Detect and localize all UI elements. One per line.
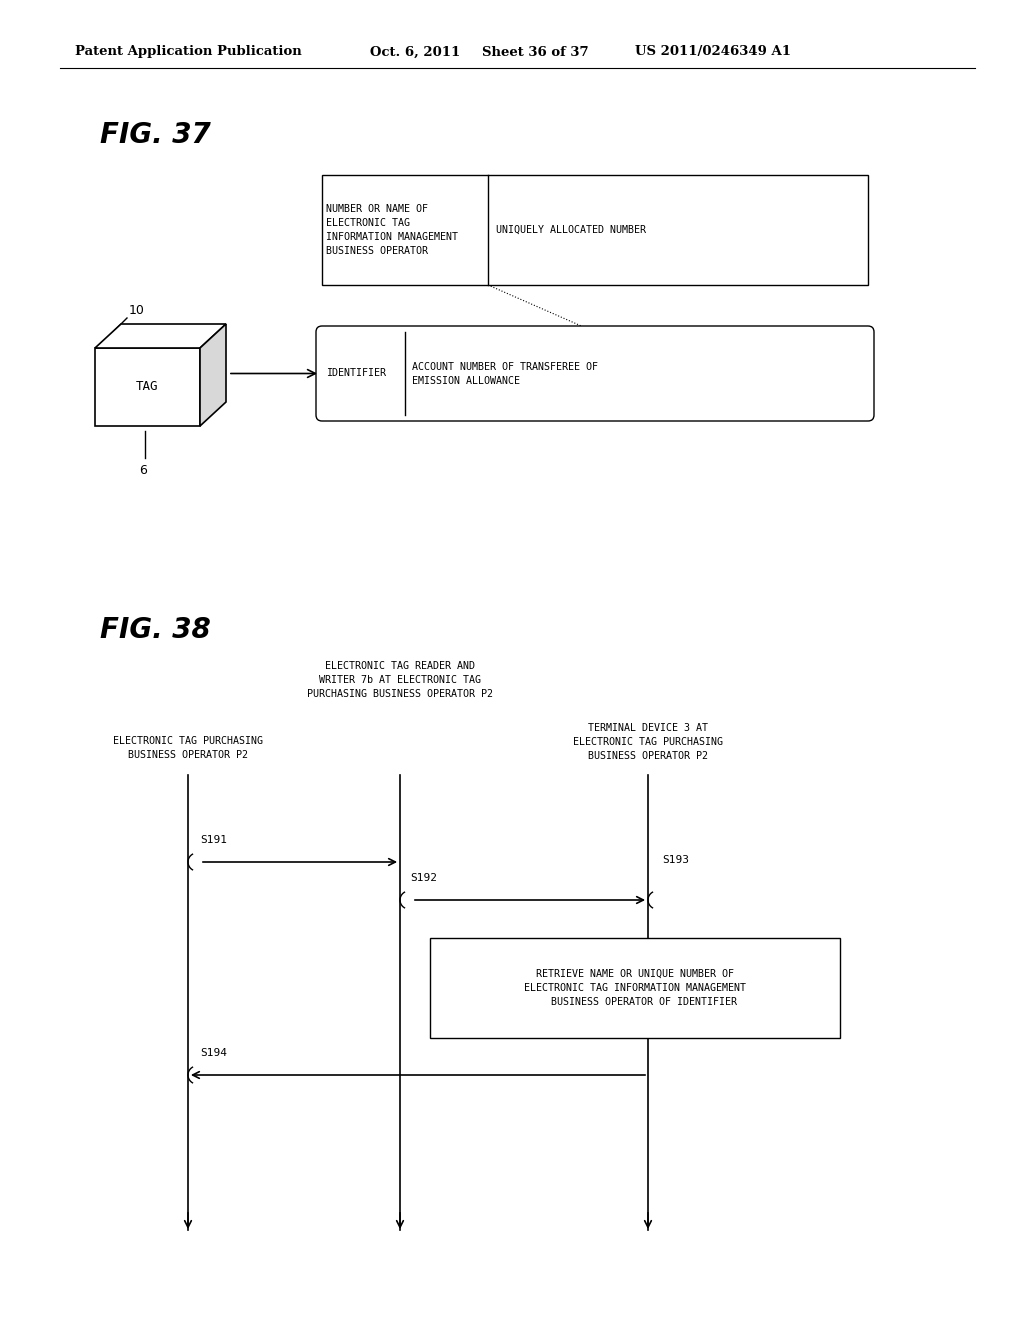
Text: FIG. 37: FIG. 37 bbox=[100, 121, 211, 149]
Text: S191: S191 bbox=[200, 836, 227, 845]
Text: 6: 6 bbox=[139, 465, 146, 478]
Text: TAG: TAG bbox=[136, 380, 159, 393]
Bar bbox=[95, 348, 200, 426]
Text: Sheet 36 of 37: Sheet 36 of 37 bbox=[482, 45, 589, 58]
Text: IDENTIFIER: IDENTIFIER bbox=[326, 368, 386, 379]
Polygon shape bbox=[95, 323, 226, 348]
Text: S193: S193 bbox=[662, 855, 689, 865]
Text: TERMINAL DEVICE 3 AT
ELECTRONIC TAG PURCHASING
BUSINESS OPERATOR P2: TERMINAL DEVICE 3 AT ELECTRONIC TAG PURC… bbox=[573, 723, 723, 762]
Text: UNIQUELY ALLOCATED NUMBER: UNIQUELY ALLOCATED NUMBER bbox=[496, 224, 646, 235]
Text: NUMBER OR NAME OF
ELECTRONIC TAG
INFORMATION MANAGEMENT
BUSINESS OPERATOR: NUMBER OR NAME OF ELECTRONIC TAG INFORMA… bbox=[326, 205, 458, 256]
Text: ELECTRONIC TAG PURCHASING
BUSINESS OPERATOR P2: ELECTRONIC TAG PURCHASING BUSINESS OPERA… bbox=[113, 737, 263, 760]
Text: ELECTRONIC TAG READER AND
WRITER 7b AT ELECTRONIC TAG
PURCHASING BUSINESS OPERAT: ELECTRONIC TAG READER AND WRITER 7b AT E… bbox=[307, 661, 493, 700]
Text: Patent Application Publication: Patent Application Publication bbox=[75, 45, 302, 58]
Bar bbox=[430, 939, 840, 1038]
Polygon shape bbox=[200, 323, 226, 426]
Text: US 2011/0246349 A1: US 2011/0246349 A1 bbox=[635, 45, 791, 58]
Text: S192: S192 bbox=[410, 873, 437, 883]
Text: 10: 10 bbox=[129, 305, 144, 318]
Text: FIG. 38: FIG. 38 bbox=[100, 616, 211, 644]
Text: S194: S194 bbox=[200, 1048, 227, 1059]
Text: Oct. 6, 2011: Oct. 6, 2011 bbox=[370, 45, 460, 58]
Text: RETRIEVE NAME OR UNIQUE NUMBER OF
ELECTRONIC TAG INFORMATION MANAGEMENT
   BUSIN: RETRIEVE NAME OR UNIQUE NUMBER OF ELECTR… bbox=[524, 969, 746, 1007]
Bar bbox=[322, 176, 868, 285]
FancyBboxPatch shape bbox=[316, 326, 874, 421]
Text: ACCOUNT NUMBER OF TRANSFEREE OF
EMISSION ALLOWANCE: ACCOUNT NUMBER OF TRANSFEREE OF EMISSION… bbox=[412, 362, 598, 385]
